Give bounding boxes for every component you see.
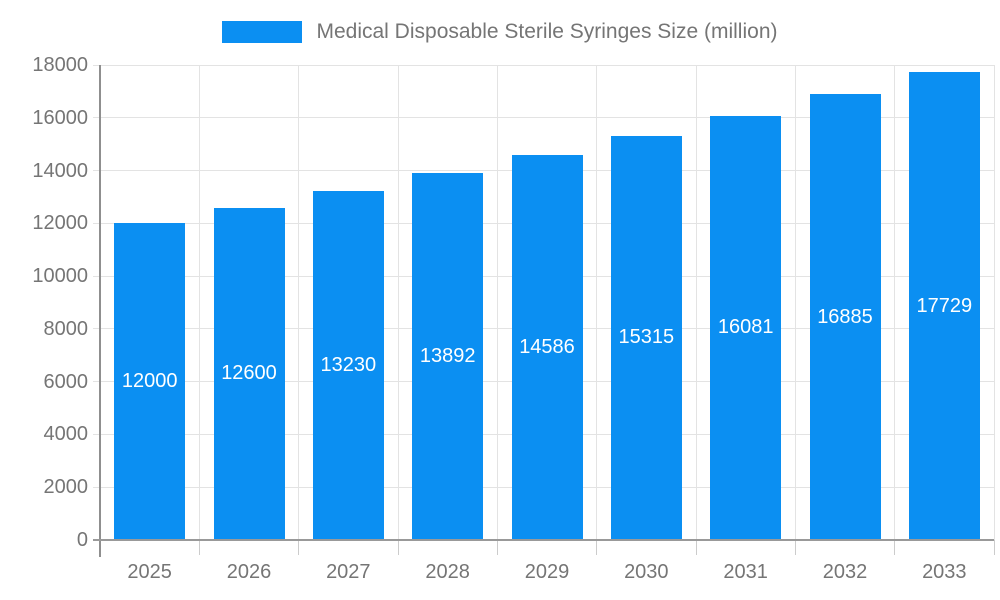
x-tick-label: 2029 — [524, 561, 570, 583]
x-tick-label: 2033 — [922, 561, 967, 583]
x-axis-tick — [397, 540, 399, 555]
bar-value-label: 13230 — [320, 353, 377, 376]
y-tick-label: 14000 — [32, 159, 88, 182]
y-tick-label: 2000 — [43, 476, 89, 499]
bar[interactable]: 12600 — [213, 207, 285, 540]
v-gridline — [298, 65, 300, 540]
x-tick-label: 2025 — [127, 561, 172, 583]
v-gridline — [695, 65, 697, 540]
bar[interactable]: 16081 — [710, 115, 782, 540]
x-axis-tick — [993, 540, 995, 555]
v-gridline — [397, 65, 399, 540]
v-gridline — [198, 65, 200, 540]
x-tick-label: 2032 — [822, 561, 868, 583]
x-axis-tick — [794, 540, 796, 555]
bar-value-label: 12000 — [121, 370, 178, 393]
bar-value-label: 15315 — [618, 326, 675, 349]
legend-label: Medical Disposable Sterile Syringes Size… — [316, 20, 778, 43]
bar[interactable]: 13892 — [412, 173, 484, 540]
bar-value-label: 13892 — [419, 345, 476, 368]
v-gridline — [894, 65, 896, 540]
x-axis-tick — [695, 540, 697, 555]
x-tick-label: 2031 — [723, 561, 768, 583]
v-gridline — [993, 65, 995, 540]
v-gridline — [496, 65, 498, 540]
y-tick-label: 4000 — [43, 423, 89, 446]
bar[interactable]: 16885 — [809, 94, 881, 540]
y-tick-label: 18000 — [32, 54, 88, 76]
x-tick-label: 2028 — [425, 561, 470, 583]
y-tick-label: 0 — [76, 529, 88, 551]
legend[interactable]: Medical Disposable Sterile Syringes Size… — [0, 20, 1000, 44]
bar[interactable]: 12000 — [114, 223, 186, 540]
bar[interactable]: 17729 — [908, 72, 980, 540]
h-gridline — [93, 64, 994, 66]
bar-value-label: 16081 — [717, 316, 774, 339]
bar-value-label: 17729 — [916, 294, 973, 317]
bar[interactable]: 14586 — [511, 155, 583, 540]
x-axis-tick — [496, 540, 498, 555]
y-tick-label: 16000 — [32, 106, 88, 129]
x-axis-line — [93, 539, 994, 541]
bar-value-label: 12600 — [221, 362, 277, 385]
x-axis-tick — [198, 540, 200, 555]
x-axis-tick — [596, 540, 598, 555]
h-gridline — [93, 117, 994, 119]
y-tick-label: 6000 — [43, 370, 89, 393]
bar-value-label: 14586 — [519, 336, 575, 359]
v-gridline — [596, 65, 598, 540]
v-gridline — [794, 65, 796, 540]
y-tick-label: 12000 — [32, 212, 88, 235]
legend-swatch — [222, 21, 303, 43]
y-tick-label: 10000 — [32, 265, 88, 288]
x-tick-label: 2030 — [624, 561, 669, 583]
y-axis-line — [99, 65, 101, 557]
x-axis-tick — [894, 540, 896, 555]
x-tick-label: 2027 — [326, 561, 371, 583]
bar[interactable]: 13230 — [312, 190, 384, 540]
bar-value-label: 16885 — [817, 305, 873, 328]
y-tick-label: 8000 — [43, 317, 89, 340]
bar[interactable]: 15315 — [610, 135, 682, 540]
x-tick-label: 2026 — [226, 561, 272, 583]
x-axis-tick — [298, 540, 300, 555]
